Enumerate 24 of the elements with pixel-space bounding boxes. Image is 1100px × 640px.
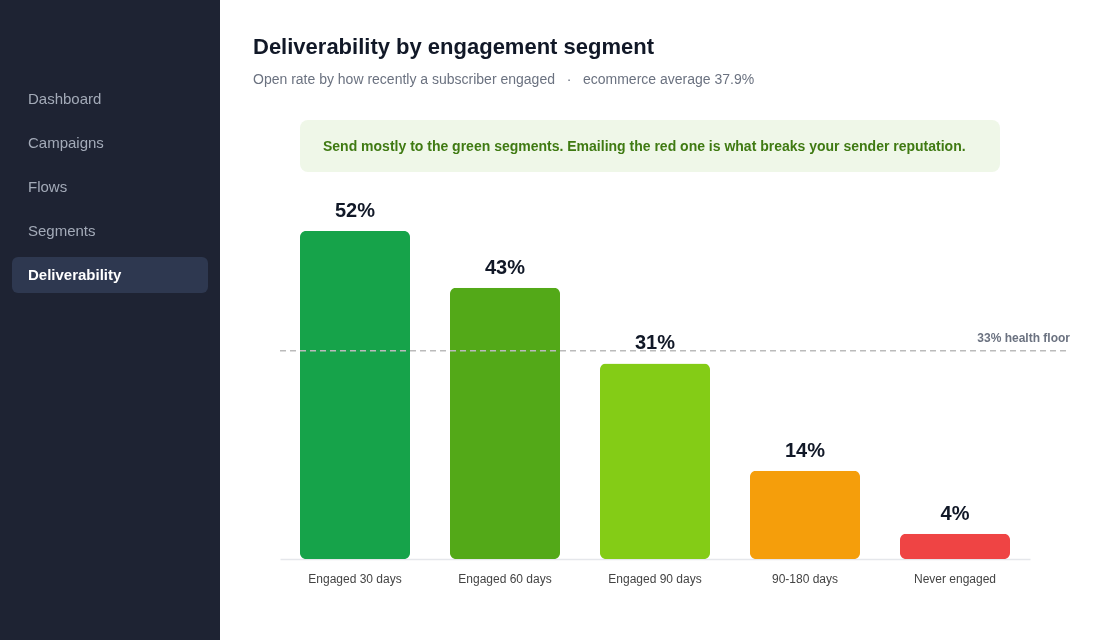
bar (300, 231, 410, 559)
data-label: 31% (634, 331, 676, 354)
ref-line-label: 33% health floor (977, 330, 1071, 345)
text: Campaigns (27, 133, 105, 153)
text: Dashboard (27, 89, 103, 109)
x-tick-label: 90-180 days (771, 571, 839, 586)
x-tick-label: Never engaged (913, 571, 997, 586)
x-tick-label: Engaged 90 days (608, 571, 702, 586)
data-label: 52% (334, 199, 376, 221)
x-tick-label: Engaged 30 days (308, 571, 402, 586)
data-label: 14% (784, 438, 826, 461)
text: Send mostly to the green segments. Emailing the red one is what breaks your sender reputation. (300, 120, 1000, 172)
text: Deliverability (12, 257, 208, 293)
chart-subtitle: Open rate by how recently a subscriber engaged · ecommerce average 37.9% (253, 71, 755, 87)
text: Flows (27, 177, 69, 197)
x-tick-label: Engaged 60 days (458, 571, 552, 586)
bar (600, 363, 710, 559)
data-label: 43% (484, 255, 526, 278)
bar (450, 287, 560, 559)
data-label: 4% (940, 501, 970, 524)
chart-title: Deliverability by engagement segment (253, 34, 655, 60)
bar (900, 533, 1010, 559)
text: Segments (27, 221, 97, 241)
bar (750, 470, 860, 559)
